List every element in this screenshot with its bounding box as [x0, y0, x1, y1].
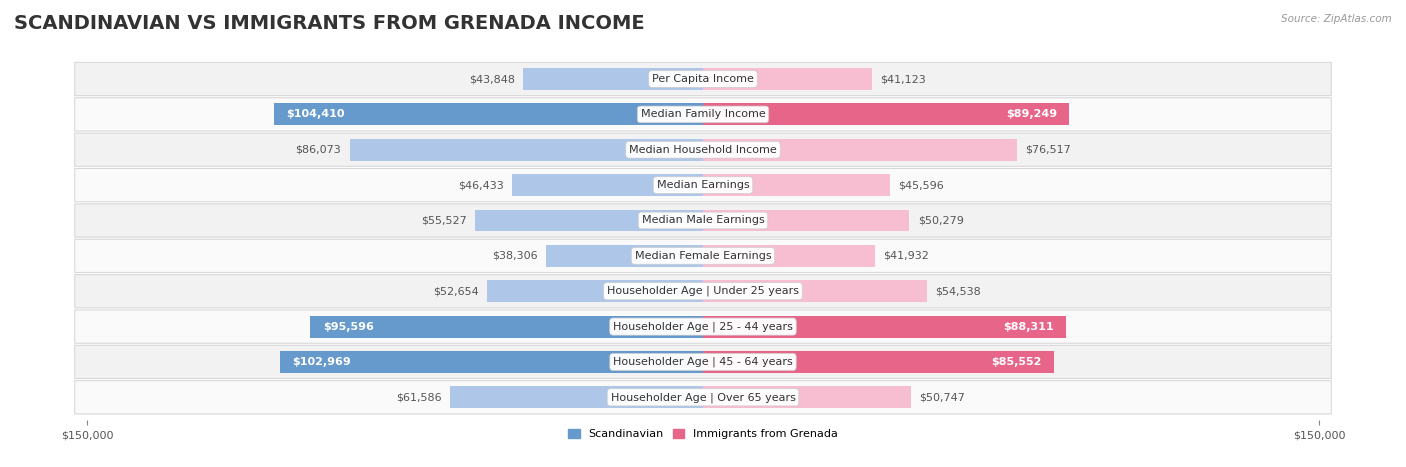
Text: $95,596: $95,596	[323, 322, 374, 332]
Bar	[703, 103, 1070, 125]
Text: Per Capita Income: Per Capita Income	[652, 74, 754, 84]
Bar	[475, 210, 703, 232]
Bar	[703, 174, 890, 196]
Bar	[512, 174, 703, 196]
Bar	[350, 139, 703, 161]
Text: $43,848: $43,848	[468, 74, 515, 84]
Text: Median Female Earnings: Median Female Earnings	[634, 251, 772, 261]
Bar	[523, 68, 703, 90]
Text: Source: ZipAtlas.com: Source: ZipAtlas.com	[1281, 14, 1392, 24]
Text: SCANDINAVIAN VS IMMIGRANTS FROM GRENADA INCOME: SCANDINAVIAN VS IMMIGRANTS FROM GRENADA …	[14, 14, 645, 33]
FancyBboxPatch shape	[75, 169, 1331, 202]
FancyBboxPatch shape	[75, 63, 1331, 96]
FancyBboxPatch shape	[75, 239, 1331, 272]
FancyBboxPatch shape	[75, 133, 1331, 166]
Bar	[486, 280, 703, 302]
FancyBboxPatch shape	[75, 204, 1331, 237]
Bar	[546, 245, 703, 267]
Text: $41,932: $41,932	[883, 251, 929, 261]
Bar	[703, 280, 927, 302]
FancyBboxPatch shape	[75, 381, 1331, 414]
Text: $38,306: $38,306	[492, 251, 537, 261]
Bar	[703, 210, 910, 232]
Text: $76,517: $76,517	[1025, 145, 1071, 155]
Text: Householder Age | Under 25 years: Householder Age | Under 25 years	[607, 286, 799, 297]
Text: Median Male Earnings: Median Male Earnings	[641, 215, 765, 226]
Text: $61,586: $61,586	[396, 392, 441, 402]
Text: $104,410: $104,410	[287, 109, 344, 120]
Bar	[703, 316, 1066, 338]
Text: $102,969: $102,969	[292, 357, 352, 367]
Text: $85,552: $85,552	[991, 357, 1042, 367]
FancyBboxPatch shape	[75, 345, 1331, 379]
Bar	[450, 386, 703, 408]
Bar	[703, 245, 875, 267]
Text: Median Earnings: Median Earnings	[657, 180, 749, 190]
Text: $89,249: $89,249	[1007, 109, 1057, 120]
Bar	[703, 139, 1017, 161]
Bar	[311, 316, 703, 338]
Bar	[703, 351, 1054, 373]
Text: $41,123: $41,123	[880, 74, 925, 84]
Bar	[274, 103, 703, 125]
Text: Householder Age | Over 65 years: Householder Age | Over 65 years	[610, 392, 796, 403]
FancyBboxPatch shape	[75, 98, 1331, 131]
Text: Median Family Income: Median Family Income	[641, 109, 765, 120]
Text: $54,538: $54,538	[935, 286, 981, 296]
Text: $45,596: $45,596	[898, 180, 945, 190]
Text: $55,527: $55,527	[420, 215, 467, 226]
Text: Householder Age | 25 - 44 years: Householder Age | 25 - 44 years	[613, 321, 793, 332]
Text: $86,073: $86,073	[295, 145, 342, 155]
Bar	[703, 386, 911, 408]
Text: $46,433: $46,433	[458, 180, 505, 190]
FancyBboxPatch shape	[75, 275, 1331, 308]
Text: $50,279: $50,279	[918, 215, 963, 226]
Text: Median Household Income: Median Household Income	[628, 145, 778, 155]
Text: $52,654: $52,654	[433, 286, 478, 296]
Bar	[703, 68, 872, 90]
FancyBboxPatch shape	[75, 310, 1331, 343]
Bar	[280, 351, 703, 373]
Text: Householder Age | 45 - 64 years: Householder Age | 45 - 64 years	[613, 357, 793, 367]
Text: $88,311: $88,311	[1002, 322, 1053, 332]
Text: $50,747: $50,747	[920, 392, 966, 402]
Legend: Scandinavian, Immigrants from Grenada: Scandinavian, Immigrants from Grenada	[564, 425, 842, 444]
